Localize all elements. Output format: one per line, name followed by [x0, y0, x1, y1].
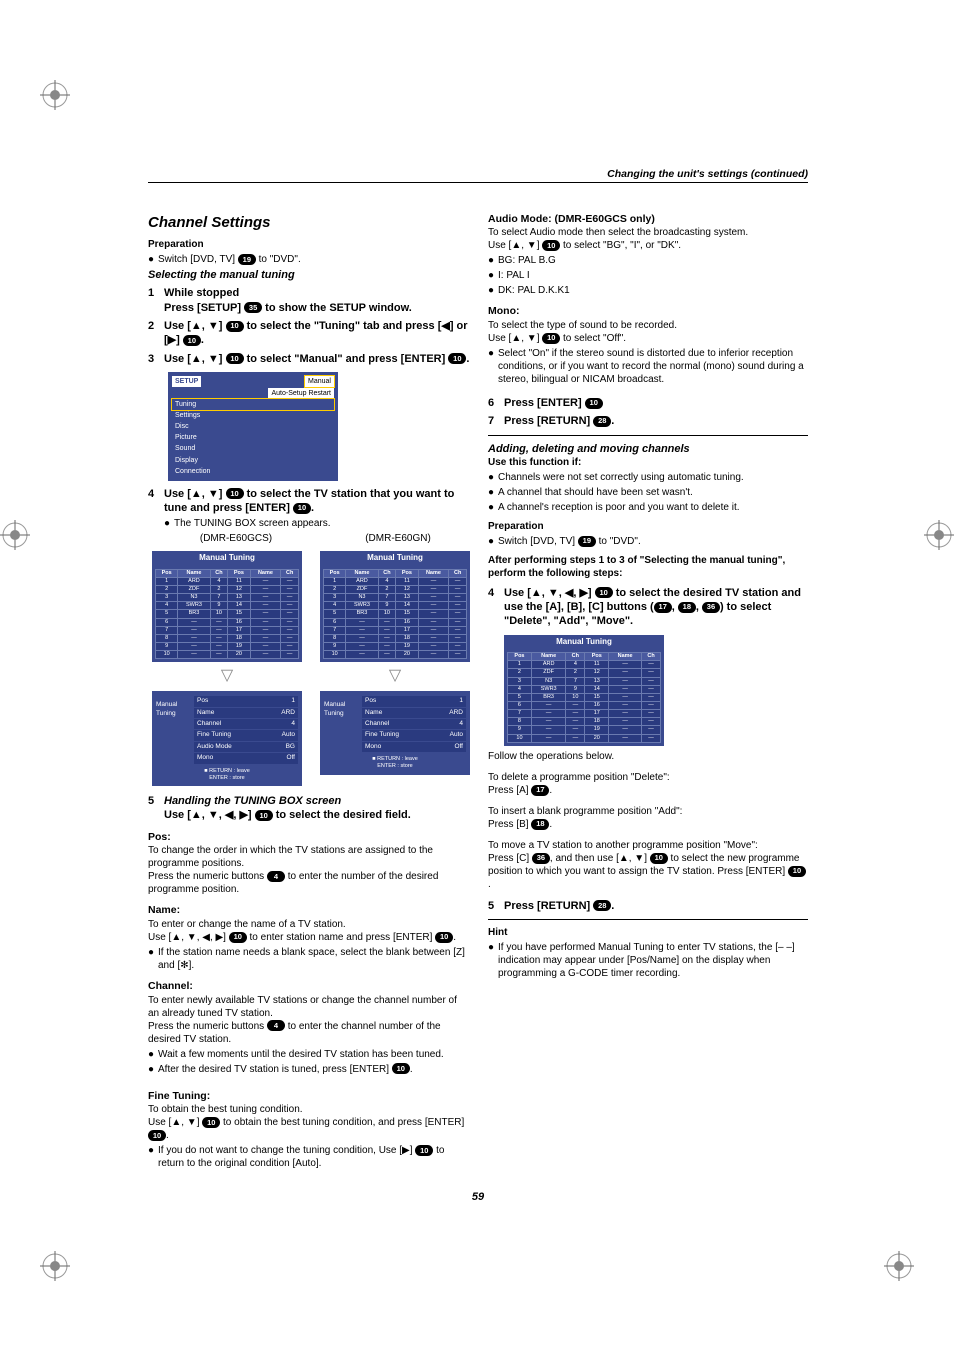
tuning-detail-box: Manual Tuning Pos1NameARDChannel4Fine Tu… [152, 691, 302, 786]
pill-10: 10 [435, 932, 453, 943]
model-label-a: (DMR-E60GCS) [164, 532, 308, 545]
pill-28: 28 [593, 900, 611, 911]
step-4r: 4 Use [▲, ▼, ◀, ▶] 10 to select the desi… [488, 586, 808, 629]
tuning-box-a: Manual Tuning PosNameChPosNameCh1ARD411—… [152, 551, 302, 786]
step4-note: ●The TUNING BOX screen appears. [164, 517, 470, 530]
step-6: 6 Press [ENTER] 10 [488, 396, 808, 410]
pill-18: 18 [678, 602, 696, 613]
pill-4: 4 [267, 1020, 285, 1031]
pill-19: 19 [238, 254, 256, 265]
pill-10: 10 [595, 587, 613, 598]
pill-10: 10 [226, 488, 244, 499]
pill-10: 10 [148, 1130, 166, 1141]
name-heading: Name: [148, 904, 470, 918]
rule [488, 435, 808, 436]
pill-10: 10 [542, 333, 560, 344]
pill-36: 36 [532, 853, 550, 864]
prep-heading: Preparation [488, 520, 808, 533]
after-heading: After performing steps 1 to 3 of "Select… [488, 554, 808, 580]
arrow-down-icon: ▽ [152, 666, 302, 687]
right-column: Audio Mode: (DMR-E60GCS only) To select … [488, 213, 808, 1171]
osd-item: Connection [172, 466, 334, 477]
model-label-b: (DMR-E60GN) [326, 532, 470, 545]
tuning-table: PosNameChPosNameCh1ARD411——2ZDF212——3N37… [507, 652, 661, 743]
osd-item: Disc [172, 421, 334, 432]
fine-tuning-heading: Fine Tuning: [148, 1090, 470, 1104]
rule [148, 182, 808, 183]
manual-tuning-label: Manual Tuning [156, 695, 191, 718]
adding-heading: Adding, deleting and moving channels [488, 442, 808, 456]
tuning-box-r: Manual Tuning PosNameChPosNameCh1ARD411—… [504, 635, 664, 746]
pill-10: 10 [415, 1145, 433, 1156]
step-2: 2 Use [▲, ▼] 10 to select the "Tuning" t… [148, 319, 470, 348]
left-column: Channel Settings Preparation ●Switch [DV… [148, 213, 470, 1171]
audio-mode-heading: Audio Mode: (DMR-E60GCS only) [488, 213, 808, 227]
reg-mark-icon [40, 80, 70, 110]
osd-item: Display [172, 455, 334, 466]
mono-heading: Mono: [488, 305, 808, 319]
step-7: 7 Press [RETURN] 28. [488, 414, 808, 428]
tuning-detail-box: Manual Tuning Pos1NameARDChannel4Fine Tu… [320, 691, 470, 774]
pill-4: 4 [267, 871, 285, 882]
header-continued: Changing the unit's settings (continued) [148, 168, 808, 182]
rule [488, 919, 808, 920]
pill-10: 10 [392, 1063, 410, 1074]
step-3: 3 Use [▲, ▼] 10 to select "Manual" and p… [148, 352, 470, 366]
pill-35: 35 [244, 302, 262, 313]
tuning-box-b: Manual Tuning PosNameChPosNameCh1ARD411—… [320, 551, 470, 786]
pill-10: 10 [229, 932, 247, 943]
pill-10: 10 [293, 503, 311, 514]
pill-36: 36 [702, 602, 720, 613]
step-4: 4 Use [▲, ▼] 10 to select the TV station… [148, 487, 470, 516]
prep-line: ●Switch [DVD, TV] 19 to "DVD". [148, 253, 470, 266]
osd-setup-label: SETUP [172, 376, 201, 387]
reg-mark-icon [924, 520, 954, 550]
osd-item: Settings [172, 410, 334, 421]
pill-10: 10 [542, 240, 560, 251]
pill-10: 10 [226, 321, 244, 332]
pill-10: 10 [650, 853, 668, 864]
pill-18: 18 [531, 819, 549, 830]
tuning-table: PosNameChPosNameCh1ARD411——2ZDF212——3N37… [323, 569, 467, 660]
reg-mark-icon [40, 1251, 70, 1281]
step-5r: 5 Press [RETURN] 28. [488, 899, 808, 913]
pill-10: 10 [448, 353, 466, 364]
page-number: 59 [148, 1190, 808, 1204]
pill-10: 10 [585, 398, 603, 409]
osd-setup-box: SETUP Manual Auto-Setup Restart Tuning S… [168, 372, 470, 481]
pill-10: 10 [183, 335, 201, 346]
pill-19: 19 [578, 536, 596, 547]
osd-item: Picture [172, 432, 334, 443]
reg-mark-icon [0, 520, 30, 550]
hint-heading: Hint [488, 926, 808, 939]
content-area: Changing the unit's settings (continued)… [148, 168, 808, 1204]
pill-10: 10 [788, 866, 806, 877]
pill-28: 28 [593, 416, 611, 427]
reg-mark-icon [884, 1251, 914, 1281]
pill-10: 10 [255, 810, 273, 821]
page: Changing the unit's settings (continued)… [0, 0, 954, 1351]
step-5: 5 Handling the TUNING BOX screenUse [▲, … [148, 794, 470, 823]
pill-17: 17 [654, 602, 672, 613]
section-title: Channel Settings [148, 213, 470, 233]
tuning-table: PosNameChPosNameCh1ARD411——2ZDF212——3N37… [155, 569, 299, 660]
manual-tuning-heading: Selecting the manual tuning [148, 268, 470, 282]
pill-10: 10 [202, 1117, 220, 1128]
pos-heading: Pos: [148, 831, 470, 845]
osd-item: Sound [172, 443, 334, 454]
pill-17: 17 [531, 785, 549, 796]
arrow-down-icon: ▽ [320, 666, 470, 687]
prep-heading: Preparation [148, 238, 470, 251]
manual-tuning-label: Manual Tuning [324, 695, 359, 718]
step-1: 1 While stoppedPress [SETUP] 35 to show … [148, 286, 470, 315]
channel-heading: Channel: [148, 980, 470, 994]
use-if-heading: Use this function if: [488, 456, 808, 469]
pill-10: 10 [226, 353, 244, 364]
osd-item: Tuning [172, 399, 334, 410]
